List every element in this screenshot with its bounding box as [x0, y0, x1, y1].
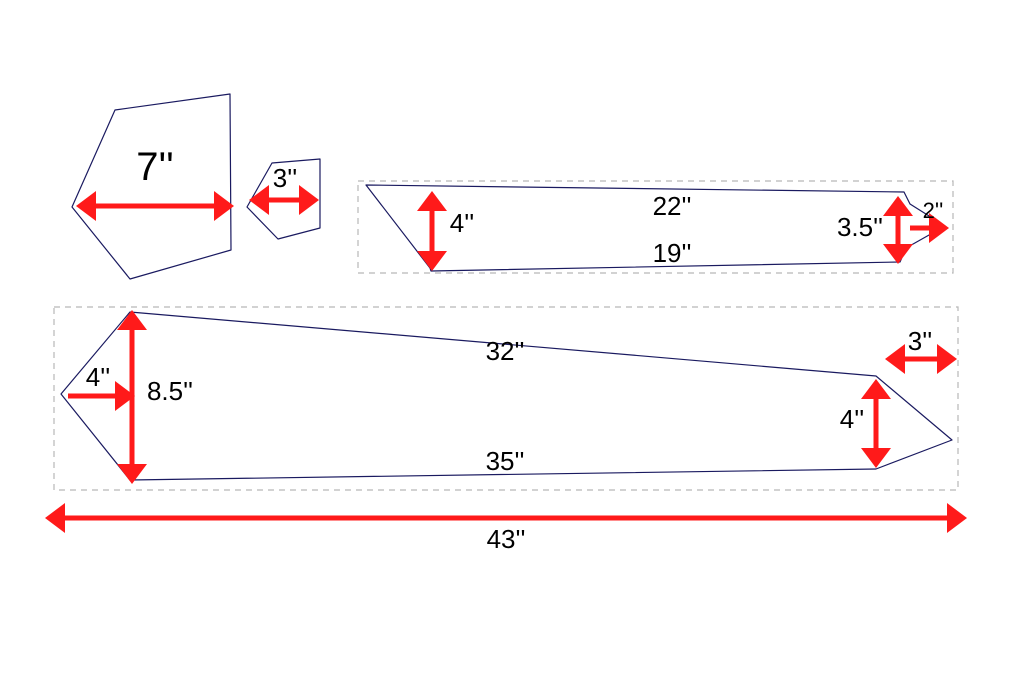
dimension-label: 19'': [653, 238, 692, 268]
dimension-label: 4'': [840, 404, 864, 434]
dimension-label: 2'': [923, 198, 944, 223]
dimension-label: 8.5'': [147, 376, 193, 406]
dimension-label: 3'': [908, 326, 932, 356]
dimension-label: 4'': [86, 362, 110, 392]
dimension-label: 32'': [486, 336, 525, 366]
dimension-label: 4'': [450, 208, 474, 238]
dimension-label: 7'': [136, 145, 174, 189]
dimension-label: 3.5'': [837, 212, 883, 242]
dimension-label: 35'': [486, 446, 525, 476]
dimension-label: 43'': [487, 524, 526, 554]
dimension-label: 22'': [653, 191, 692, 221]
dimension-label: 3'': [273, 163, 297, 193]
